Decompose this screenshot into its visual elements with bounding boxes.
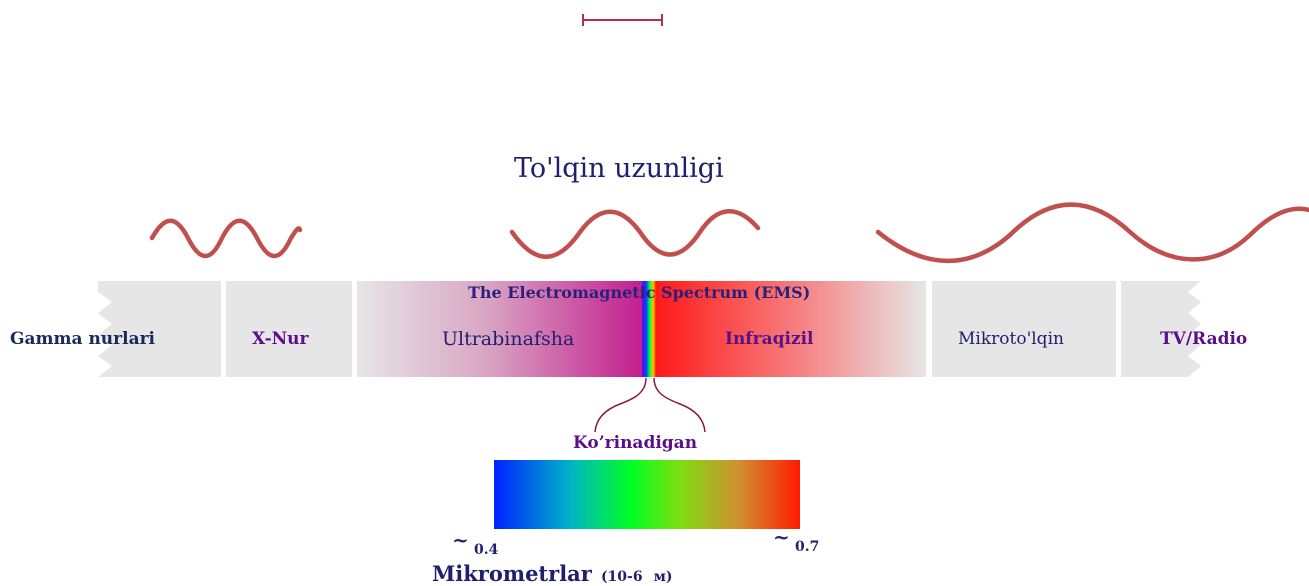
band-xray: [226, 281, 352, 377]
min-value: 0.4: [474, 542, 499, 558]
diagram-title: To'lqin uzunligi: [514, 153, 724, 184]
visible-spectrum-bar: [494, 460, 800, 529]
label-ir: Infraqizil: [725, 329, 814, 349]
medium-wave: [509, 209, 761, 259]
long-wave: [875, 202, 1309, 264]
visible-strip: [642, 281, 656, 377]
unit-label: Mikrometrlar (10-6 м): [432, 563, 673, 584]
label-uv: Ultrabinafsha: [442, 328, 575, 350]
spectrum-title: The Electromagnetic Spectrum (EMS): [468, 283, 811, 302]
min-tilde: ~: [452, 528, 469, 552]
band-microwave: [932, 281, 1116, 377]
spectrum-bands: [98, 281, 1201, 377]
visible-bracket: [594, 377, 706, 433]
unit-detail: (10-6: [600, 569, 643, 585]
visible-label: Ko’rinadigan: [573, 433, 698, 453]
label-radio: TV/Radio: [1160, 329, 1248, 349]
band-gamma: [98, 281, 221, 377]
unit-symbol: м): [653, 569, 673, 585]
max-tilde: ~: [773, 525, 790, 549]
band-radio: [1121, 281, 1201, 377]
label-microwave: Mikroto'lqin: [958, 329, 1064, 349]
band-ir: [656, 281, 926, 377]
scale-bar: [582, 14, 663, 26]
label-gamma: Gamma nurlari: [10, 329, 156, 349]
max-value: 0.7: [795, 539, 820, 555]
unit-name: Mikrometrlar: [432, 561, 592, 586]
label-xray: X-Nur: [252, 329, 309, 349]
short-wave: [149, 218, 303, 259]
band-uv: [357, 281, 642, 377]
